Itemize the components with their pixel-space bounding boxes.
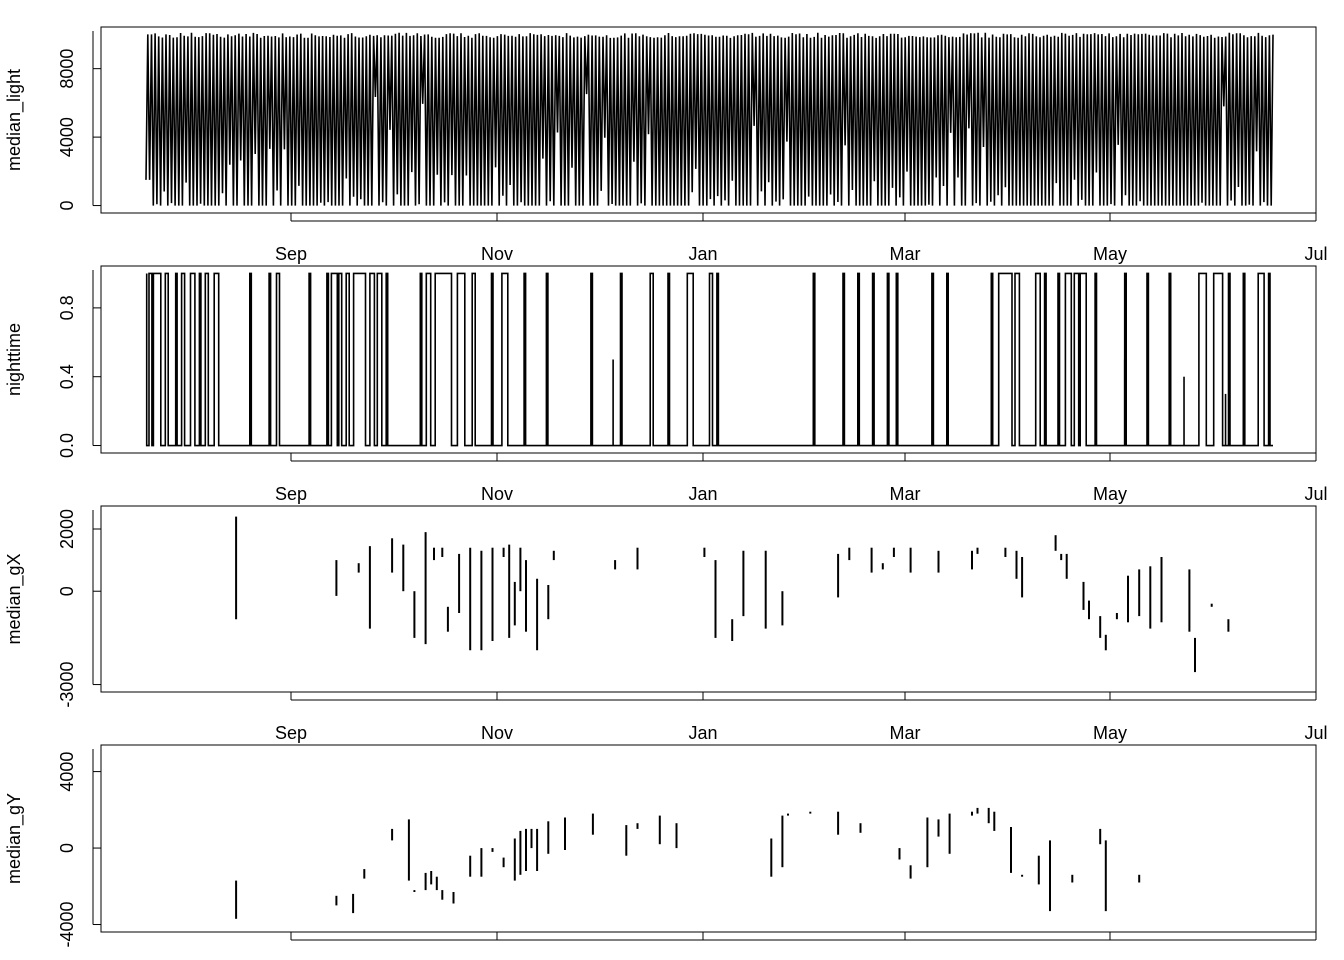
panel-nighttime: 0.0 0.4 0.8 nighttime Sep Nov Jan Mar May Jul <box>4 265 1328 504</box>
y-tick-label: 8000 <box>57 49 77 89</box>
y-tick-label: 4000 <box>57 752 77 792</box>
y-tick-label: 0 <box>57 201 77 211</box>
x-tick-label: Sep <box>275 244 307 264</box>
plot-frame <box>100 265 1317 454</box>
panel-median_gX: -3000 0 2000 median_gX Sep Nov Jan Mar May Jul <box>4 505 1328 743</box>
x-tick-label: Jul <box>1304 244 1327 264</box>
x-tick-label: Jan <box>688 723 717 743</box>
y-axis-label: median_gX <box>4 553 25 644</box>
plot-frame <box>100 744 1317 933</box>
data-series <box>235 807 1141 919</box>
x-tick-label: Jul <box>1304 484 1327 504</box>
data-series <box>145 32 1274 206</box>
panel-median_gY: -4000 0 4000 median_gY <box>4 744 1317 948</box>
y-tick-label: 0.8 <box>57 295 77 320</box>
x-tick-label: Sep <box>275 723 307 743</box>
plot-frame <box>100 505 1317 693</box>
x-tick-label: Nov <box>481 244 513 264</box>
series-median-light <box>145 32 1274 206</box>
x-tick-label: May <box>1093 484 1127 504</box>
y-tick-label: 4000 <box>57 117 77 157</box>
x-tick-label: May <box>1093 244 1127 264</box>
plot-frame <box>100 26 1317 214</box>
x-tick-label: Sep <box>275 484 307 504</box>
data-series <box>235 516 1230 673</box>
series-nighttime <box>145 272 1273 447</box>
x-tick-label: May <box>1093 723 1127 743</box>
y-tick-label: 2000 <box>57 509 77 549</box>
x-tick-label: Jul <box>1304 723 1327 743</box>
y-tick-label: 0 <box>57 843 77 853</box>
x-tick-label: Mar <box>890 484 921 504</box>
x-tick-label: Nov <box>481 723 513 743</box>
y-axis-label: median_gY <box>4 793 25 884</box>
y-tick-label: -3000 <box>57 662 77 708</box>
y-tick-label: 0.4 <box>57 364 77 389</box>
x-tick-label: Mar <box>890 723 921 743</box>
y-tick-label: 0.0 <box>57 433 77 458</box>
x-tick-label: Nov <box>481 484 513 504</box>
x-tick-label: Mar <box>890 244 921 264</box>
y-axis-label: median_light <box>4 69 25 171</box>
y-tick-label: 0 <box>57 586 77 596</box>
x-tick-label: Jan <box>688 244 717 264</box>
data-series <box>145 272 1273 447</box>
y-axis-label: nighttime <box>4 323 24 396</box>
panel-median_light: 0 4000 8000 median_light Sep Nov Jan Mar May Jul <box>4 26 1328 264</box>
x-tick-label: Jan <box>688 484 717 504</box>
y-tick-label: -4000 <box>57 901 77 947</box>
